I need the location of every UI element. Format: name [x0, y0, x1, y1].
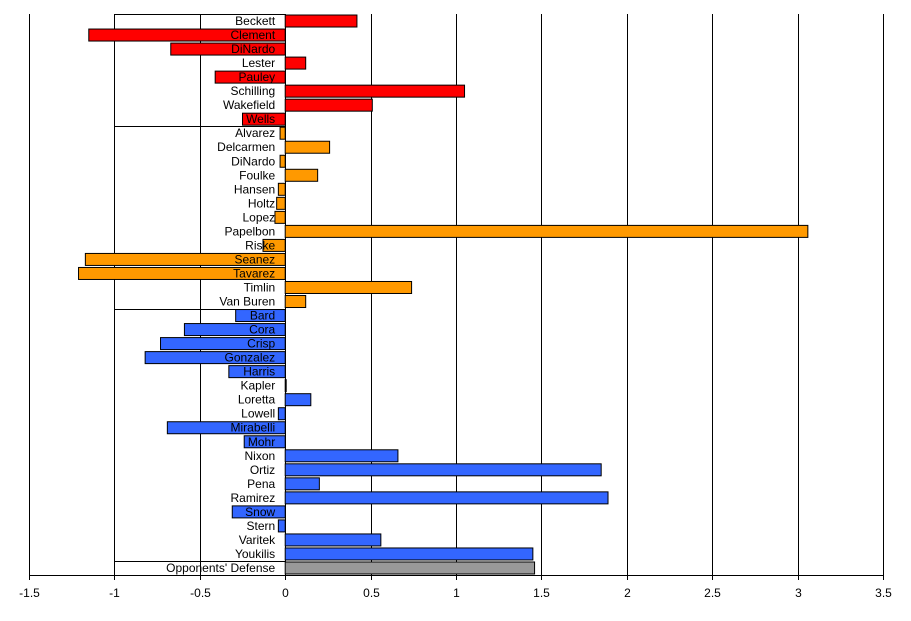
category-label: DiNardo [231, 154, 275, 168]
x-tick-label: -0.5 [190, 586, 211, 600]
bar-papelbon [284, 224, 809, 238]
category-label: Lopez [242, 210, 275, 224]
x-tick-label: 3.5 [875, 586, 892, 600]
x-tick-label: 1.5 [533, 586, 550, 600]
category-label: Nixon [245, 449, 276, 463]
category-label: Hansen [234, 182, 275, 196]
bar-foulke [284, 168, 319, 182]
bar-holtz [276, 196, 286, 210]
bar-varitek [284, 533, 382, 547]
category-label: Lowell [241, 407, 275, 421]
category-label: Crisp [247, 337, 275, 351]
bar-beckett [284, 14, 358, 28]
category-label: Ortiz [250, 463, 275, 477]
bar-nixon [284, 449, 399, 463]
category-label: Youkilis [235, 547, 275, 561]
category-label: Van Buren [219, 295, 275, 309]
category-label: Cora [249, 323, 275, 337]
bars [78, 14, 809, 575]
x-tick-label: 2.5 [704, 586, 721, 600]
category-label: Foulke [239, 168, 275, 182]
category-label: Timlin [244, 280, 276, 294]
bar-tavarez [78, 266, 286, 280]
bar-delcarmen [284, 140, 331, 154]
bar-youkilis [284, 547, 534, 561]
bar-lester [284, 56, 307, 70]
bar-timlin [284, 280, 413, 294]
bar-dinardo [279, 154, 286, 168]
category-label: Beckett [235, 14, 276, 28]
category-label: Kapler [241, 379, 276, 393]
x-tick-label: -1.5 [19, 586, 40, 600]
category-label: Clement [231, 28, 276, 42]
category-label: Mirabelli [231, 421, 276, 435]
bar-lowell [277, 407, 286, 421]
bar-mirabelli [166, 421, 286, 435]
bar-cora [183, 323, 286, 337]
category-label: Snow [245, 505, 275, 519]
bar-loretta [284, 393, 312, 407]
x-tick-label: 0.5 [363, 586, 380, 600]
category-label: Lester [242, 56, 275, 70]
bar-bard [235, 309, 286, 323]
category-label: Riske [245, 238, 275, 252]
x-axis: -1.5 -1 -0.5 0 0.5 1 1.5 2 2.5 3 3.5 [19, 575, 892, 600]
category-labels: BeckettClementDiNardoLesterPauleySchilli… [166, 14, 276, 575]
category-label: DiNardo [231, 42, 275, 56]
bar-pauley [214, 70, 286, 84]
bar-snow [231, 505, 286, 519]
category-label: Varitek [239, 533, 276, 547]
category-label: Harris [243, 365, 275, 379]
x-tick-label: 3 [795, 586, 802, 600]
x-tick-label: -1 [109, 586, 120, 600]
bar-mohr [243, 435, 286, 449]
bar-alvarez [279, 126, 286, 140]
bar-clement [88, 28, 286, 42]
category-label: Pauley [238, 70, 275, 84]
bar-ramirez [284, 491, 609, 505]
bar-lopez [274, 210, 286, 224]
category-label: Loretta [238, 393, 276, 407]
category-label: Opponents' Defense [166, 561, 275, 575]
category-label: Gonzalez [224, 351, 275, 365]
category-label: Delcarmen [217, 140, 275, 154]
category-label: Schilling [230, 84, 275, 98]
bar-gonzalez [144, 351, 286, 365]
bar-pena [284, 477, 320, 491]
bar-wells [242, 112, 286, 126]
bar-schilling [284, 84, 466, 98]
bar-riske [262, 238, 286, 252]
category-label: Wells [246, 112, 275, 126]
bar-dinardo [170, 42, 286, 56]
category-label: Mohr [248, 435, 275, 449]
category-label: Holtz [248, 196, 275, 210]
bar-ortiz [284, 463, 602, 477]
category-label: Stern [247, 519, 276, 533]
category-label: Pena [247, 477, 275, 491]
gridlines [29, 14, 884, 575]
bar-wakefield [284, 98, 373, 112]
x-tick-label: 0 [282, 586, 289, 600]
category-label: Ramirez [231, 491, 276, 505]
category-label: Bard [250, 309, 275, 323]
category-label: Wakefield [223, 98, 275, 112]
bar-hansen [277, 182, 286, 196]
bar-van-buren [284, 295, 307, 309]
bar-crisp [160, 337, 286, 351]
bar-opponents-defense [284, 561, 536, 575]
bar-seanez [84, 252, 286, 266]
bar-kapler [284, 379, 287, 393]
x-tick-label: 2 [624, 586, 631, 600]
category-label: Seanez [234, 252, 275, 266]
bar-stern [277, 519, 286, 533]
bar-harris [228, 365, 286, 379]
x-tick-label: 1 [453, 586, 460, 600]
category-label: Papelbon [224, 224, 275, 238]
category-label: Tavarez [233, 266, 275, 280]
category-label: Alvarez [235, 126, 275, 140]
